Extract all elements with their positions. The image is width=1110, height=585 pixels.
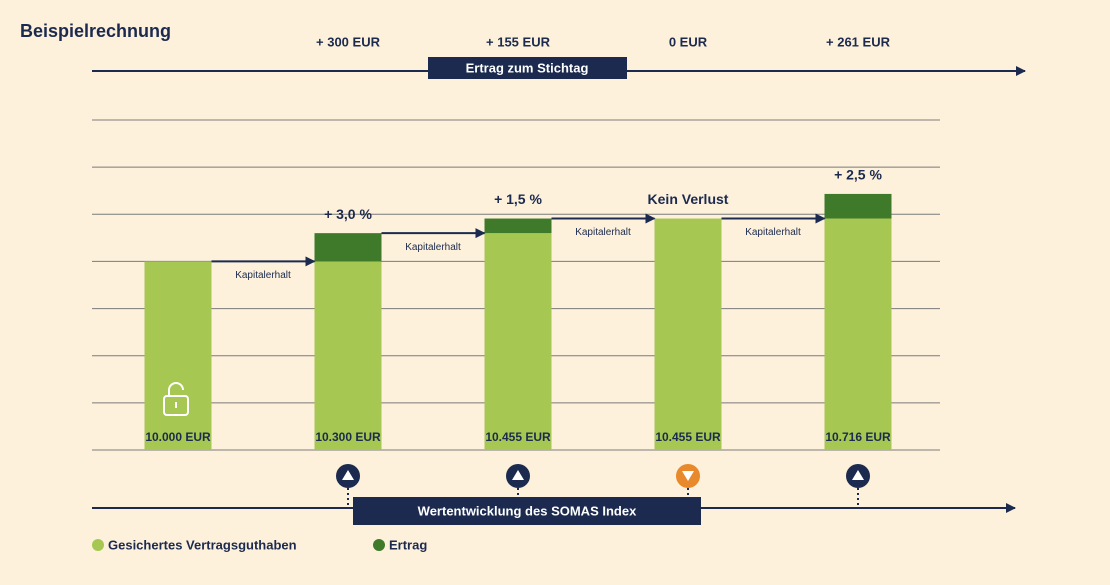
bar-segment xyxy=(484,233,552,450)
bar-label: 10.455 EUR xyxy=(655,430,721,444)
top-banner-box xyxy=(428,57,627,79)
value-label: + 261 EUR xyxy=(826,34,891,49)
plot: 10.000 EUR 10.300 EUR 10.455 EUR 10.455 EUR… xyxy=(92,34,940,508)
legend-swatch xyxy=(92,539,104,551)
bottom-banner: Wertentwicklung des SOMAS Index xyxy=(418,503,637,518)
bar-segment xyxy=(314,261,382,450)
lock-icon xyxy=(163,395,189,416)
bar-segment xyxy=(824,218,892,450)
lock-icon xyxy=(168,382,184,396)
legend-label: Ertrag xyxy=(389,537,427,552)
annotation: Kein Verlust xyxy=(648,191,729,207)
legend-swatch xyxy=(373,539,385,551)
chart-title: Beispielrechnung xyxy=(20,21,171,41)
arrow-label: Kapitalerhalt xyxy=(235,270,291,281)
bar-segment xyxy=(314,233,382,262)
trend-icon xyxy=(852,470,864,480)
bar-label: 10.300 EUR xyxy=(315,430,381,444)
top-banner: Ertrag zum Stichtag xyxy=(466,60,589,75)
bar-segment xyxy=(654,218,722,450)
bar-segment xyxy=(824,193,892,219)
annotation: + 3,0 % xyxy=(324,206,372,222)
legend-label: Gesichertes Vertragsguthaben xyxy=(108,537,297,552)
bar-label: 10.000 EUR xyxy=(145,430,211,444)
bar-segment xyxy=(484,218,552,234)
trend-icon xyxy=(682,471,694,481)
bar-label: 10.455 EUR xyxy=(485,430,551,444)
trend-icon xyxy=(512,470,524,480)
annotation: + 2,5 % xyxy=(834,167,882,183)
annotation: + 1,5 % xyxy=(494,191,542,207)
bottom-banner-box xyxy=(353,497,701,525)
bar-segment xyxy=(144,261,212,450)
bar-label: 10.716 EUR xyxy=(825,430,891,444)
value-label: + 155 EUR xyxy=(486,34,551,49)
trend-icon xyxy=(342,470,354,480)
value-label: + 300 EUR xyxy=(316,34,381,49)
arrow-label: Kapitalerhalt xyxy=(745,227,801,238)
arrow-label: Kapitalerhalt xyxy=(405,242,461,253)
value-label: 0 EUR xyxy=(669,34,708,49)
arrow-label: Kapitalerhalt xyxy=(575,227,631,238)
